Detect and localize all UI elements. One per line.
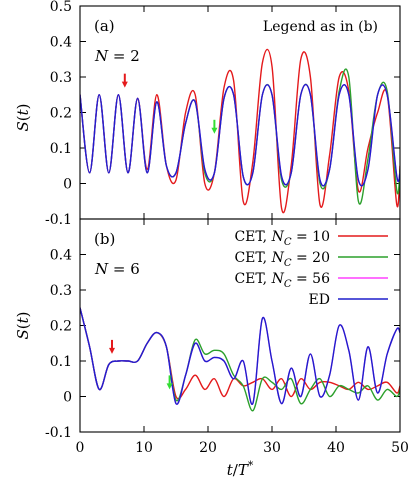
panel-annotation: N = 2 <box>94 47 140 65</box>
y-axis-label: S(t) <box>14 311 32 339</box>
x-tick-label: 30 <box>263 440 281 456</box>
y-tick-label: 0 <box>63 390 72 406</box>
x-axis-label: t/T* <box>227 459 254 479</box>
y-tick-label: 0.2 <box>50 319 72 335</box>
legend-label: CET, NC = 56 <box>234 271 330 290</box>
y-tick-label: -0.1 <box>45 212 72 228</box>
series-line <box>80 307 400 405</box>
legend-label: ED <box>309 292 330 308</box>
legend-entry: CET, NC = 10 <box>234 229 388 248</box>
y-tick-label: 0.4 <box>50 35 72 51</box>
marker-arrow <box>121 73 128 88</box>
series-line <box>80 83 400 187</box>
panel-a: -0.1 0 0.1 0.2 0.3 0.4 0.5 (a) N = 2 Legend as in… <box>14 0 401 228</box>
series-line <box>80 307 400 400</box>
y-tick-label: -0.1 <box>45 425 72 441</box>
y-tick-label: 0 <box>63 177 72 193</box>
panel-annotation: N = 6 <box>94 260 140 278</box>
series-line <box>80 307 400 405</box>
series-line <box>80 68 400 205</box>
legend-entry: CET, NC = 56 <box>234 271 388 290</box>
x-tick-label: 50 <box>391 440 409 456</box>
y-tick-label: 0.2 <box>50 106 72 122</box>
x-tick-label: 40 <box>327 440 345 456</box>
series-line <box>80 48 400 214</box>
y-tick-label: 0.3 <box>50 70 72 86</box>
x-tick-label: 10 <box>135 440 153 456</box>
y-tick-label: 0.4 <box>50 248 72 264</box>
y-tick-label: 0.1 <box>50 141 72 157</box>
marker-arrow <box>211 119 218 134</box>
y-tick-label: 0.3 <box>50 283 72 299</box>
panel-b: -0.100.10.20.30.40 10 20 30 40 50(b)N = 6S(t)… <box>14 218 409 456</box>
plot-frame <box>79 218 401 433</box>
marker-arrow <box>166 375 173 390</box>
x-tick-label: 0 <box>76 440 85 456</box>
marker-arrow <box>109 339 115 354</box>
y-axis-label: S(t) <box>14 103 32 131</box>
legend-label: CET, NC = 20 <box>234 250 330 269</box>
y-tick-label: 0.1 <box>50 354 72 370</box>
legend-label: CET, NC = 10 <box>234 229 330 248</box>
series-line <box>80 307 400 412</box>
legend-entry: ED <box>309 292 388 308</box>
x-tick-label: 20 <box>199 440 217 456</box>
panel-label: (b) <box>94 230 115 248</box>
panel-label: (a) <box>94 17 115 35</box>
legend-note: Legend as in (b) <box>263 19 378 35</box>
legend-entry: CET, NC = 20 <box>234 250 388 269</box>
y-tick-label: 0.5 <box>50 0 72 15</box>
